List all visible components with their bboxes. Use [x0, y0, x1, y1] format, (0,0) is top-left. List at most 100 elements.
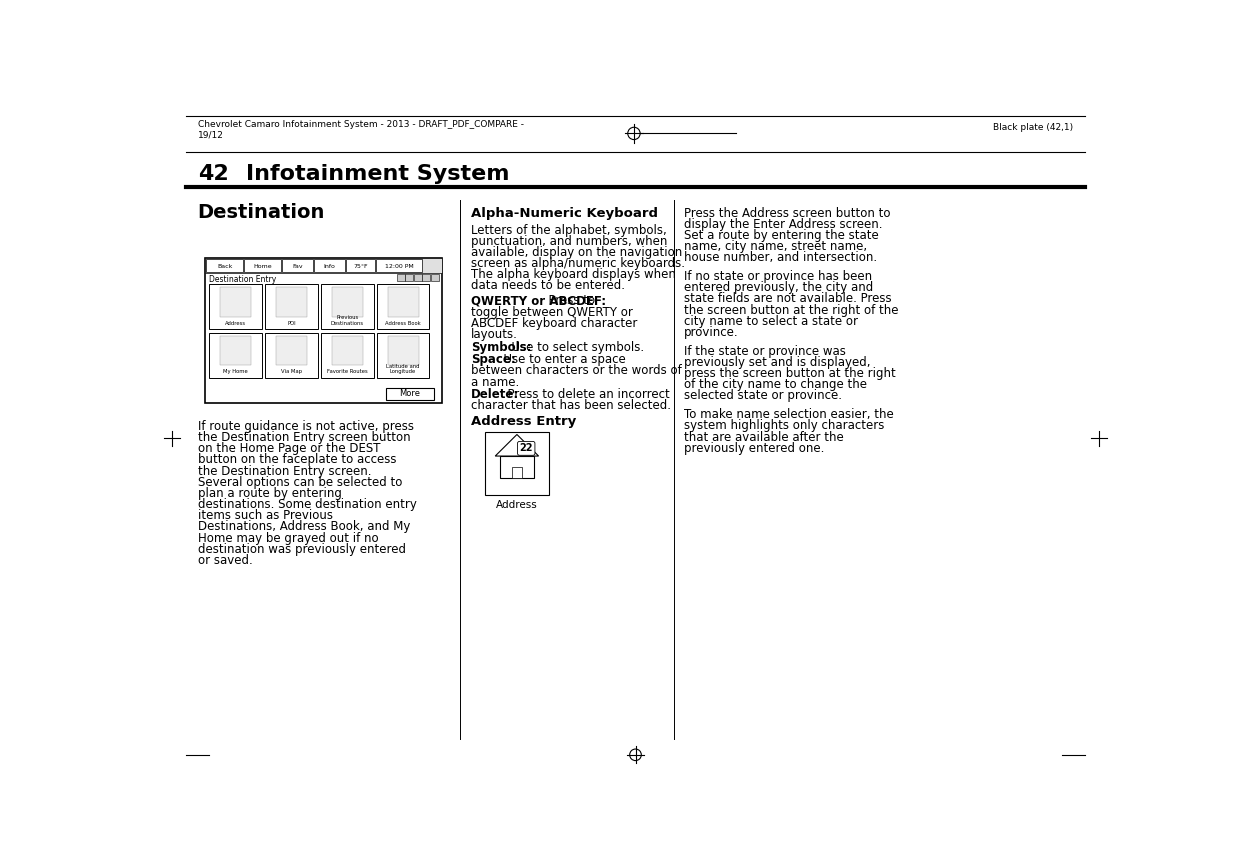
Bar — [206, 258, 441, 273]
Text: display the Enter Address screen.: display the Enter Address screen. — [684, 218, 883, 231]
Text: The alpha keyboard displays when: The alpha keyboard displays when — [471, 268, 676, 281]
Text: province.: province. — [684, 326, 739, 339]
Text: the Destination Entry screen.: the Destination Entry screen. — [197, 464, 371, 477]
Bar — [387, 287, 419, 317]
Text: Home: Home — [253, 264, 272, 269]
Text: the Destination Entry screen button: the Destination Entry screen button — [197, 431, 410, 444]
Bar — [377, 332, 429, 378]
Text: 19/12: 19/12 — [197, 130, 223, 140]
Text: Press the Address screen button to: Press the Address screen button to — [684, 207, 890, 220]
Text: Alpha-Numeric Keyboard: Alpha-Numeric Keyboard — [471, 207, 658, 220]
Bar — [386, 387, 434, 400]
Bar — [206, 259, 243, 272]
Text: Letters of the alphabet, symbols,: Letters of the alphabet, symbols, — [471, 223, 667, 236]
Text: Set a route by entering the state: Set a route by entering the state — [684, 229, 879, 242]
Bar — [511, 467, 522, 477]
Text: Chevrolet Camaro Infotainment System - 2013 - DRAFT_PDF_COMPARE -: Chevrolet Camaro Infotainment System - 2… — [197, 120, 523, 128]
Text: If the state or province was: If the state or province was — [684, 345, 846, 358]
Text: Favorite Routes: Favorite Routes — [327, 370, 367, 374]
Bar — [432, 273, 439, 281]
Polygon shape — [495, 435, 538, 456]
Text: Address Entry: Address Entry — [471, 415, 577, 428]
Text: screen as alpha/numeric keyboards.: screen as alpha/numeric keyboards. — [471, 257, 686, 270]
Bar — [376, 259, 423, 272]
Text: 75°F: 75°F — [353, 264, 368, 269]
Bar — [314, 259, 345, 272]
Text: button on the faceplate to access: button on the faceplate to access — [197, 453, 396, 466]
Text: If route guidance is not active, press: If route guidance is not active, press — [197, 420, 414, 433]
Text: Previous
Destinations: Previous Destinations — [331, 315, 363, 326]
Bar — [397, 273, 404, 281]
Bar — [221, 336, 250, 365]
Text: Home may be grayed out if no: Home may be grayed out if no — [197, 531, 378, 544]
Text: house number, and intersection.: house number, and intersection. — [684, 251, 878, 264]
Bar — [346, 259, 374, 272]
Text: a name.: a name. — [471, 376, 520, 389]
Text: To make name selection easier, the: To make name selection easier, the — [684, 408, 894, 421]
Bar — [206, 258, 441, 403]
Text: previously set and is displayed,: previously set and is displayed, — [684, 356, 870, 369]
Text: Fav: Fav — [293, 264, 303, 269]
Text: Use to enter a space: Use to enter a space — [496, 353, 626, 366]
Bar — [423, 273, 430, 281]
Text: selected state or province.: selected state or province. — [684, 390, 842, 403]
Bar — [265, 332, 317, 378]
Text: layouts.: layouts. — [471, 328, 518, 341]
Text: the screen button at the right of the: the screen button at the right of the — [684, 304, 899, 317]
Text: Delete:: Delete: — [471, 388, 520, 401]
Text: toggle between QWERTY or: toggle between QWERTY or — [471, 306, 634, 319]
Bar — [405, 273, 413, 281]
Text: data needs to be entered.: data needs to be entered. — [471, 279, 625, 293]
Text: ABCDEF keyboard character: ABCDEF keyboard character — [471, 317, 637, 330]
Text: Use to select symbols.: Use to select symbols. — [503, 340, 645, 353]
Bar — [387, 336, 419, 365]
Text: on the Home Page or the DEST: on the Home Page or the DEST — [197, 442, 381, 455]
Text: destinations. Some destination entry: destinations. Some destination entry — [197, 498, 417, 511]
Text: Info: Info — [324, 264, 335, 269]
Bar — [275, 287, 306, 317]
Bar — [414, 273, 422, 281]
Text: Via Map: Via Map — [281, 370, 301, 374]
Bar — [321, 285, 373, 329]
Text: Back: Back — [217, 264, 232, 269]
Text: If no state or province has been: If no state or province has been — [684, 270, 873, 283]
Text: Destination: Destination — [197, 203, 325, 221]
Text: Black plate (42,1): Black plate (42,1) — [993, 122, 1074, 132]
Bar — [500, 456, 534, 477]
Text: Symbols:: Symbols: — [471, 340, 532, 353]
Text: 22: 22 — [520, 444, 533, 453]
Text: Press to: Press to — [541, 294, 595, 307]
Bar — [275, 336, 306, 365]
Text: Address: Address — [224, 321, 247, 326]
Text: plan a route by entering: plan a route by entering — [197, 487, 341, 500]
Bar — [221, 287, 250, 317]
Text: city name to select a state or: city name to select a state or — [684, 315, 858, 328]
Text: Infotainment System: Infotainment System — [247, 164, 510, 184]
Text: entered previously, the city and: entered previously, the city and — [684, 281, 873, 294]
Text: Several options can be selected to: Several options can be selected to — [197, 476, 402, 489]
Text: of the city name to change the: of the city name to change the — [684, 378, 867, 391]
Text: Space:: Space: — [471, 353, 516, 366]
Bar — [283, 259, 312, 272]
Text: punctuation, and numbers, when: punctuation, and numbers, when — [471, 234, 667, 247]
Text: My Home: My Home — [223, 370, 248, 374]
Text: POI: POI — [288, 321, 295, 326]
Text: destination was previously entered: destination was previously entered — [197, 542, 405, 556]
Text: items such as Previous: items such as Previous — [197, 510, 332, 523]
Bar — [377, 285, 429, 329]
Text: name, city name, street name,: name, city name, street name, — [684, 240, 868, 253]
Text: Address: Address — [496, 500, 538, 510]
Text: 42: 42 — [197, 164, 228, 184]
Text: available, display on the navigation: available, display on the navigation — [471, 246, 682, 259]
Text: Destinations, Address Book, and My: Destinations, Address Book, and My — [197, 520, 410, 533]
Bar — [332, 336, 363, 365]
Text: More: More — [399, 389, 420, 398]
Text: that are available after the: that are available after the — [684, 431, 844, 444]
Text: character that has been selected.: character that has been selected. — [471, 399, 671, 412]
Text: state fields are not available. Press: state fields are not available. Press — [684, 293, 892, 306]
Bar — [210, 285, 262, 329]
Text: press the screen button at the right: press the screen button at the right — [684, 367, 897, 380]
Bar — [244, 259, 281, 272]
Text: QWERTY or ABCDEF:: QWERTY or ABCDEF: — [471, 294, 606, 307]
Text: previously entered one.: previously entered one. — [684, 442, 825, 455]
